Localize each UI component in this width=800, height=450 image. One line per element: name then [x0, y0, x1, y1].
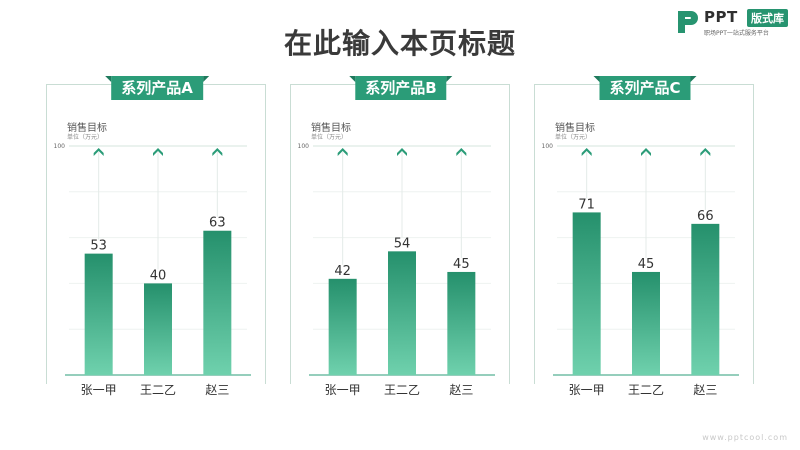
chevron-up-icon — [337, 148, 348, 156]
x-tick-label: 赵三 — [205, 383, 229, 397]
y-axis-label: 销售目标 — [67, 123, 107, 134]
x-tick-label: 赵三 — [693, 383, 717, 397]
bar-chart-b: 100 42 张一甲 54 王二乙 45 赵三 — [298, 143, 495, 397]
logo-subtitle: 职场PPT一站式服务平台 — [704, 30, 769, 37]
bar-chart-a: 100 53 张一甲 40 王二乙 63 赵三 — [54, 143, 251, 397]
y-tick-label: 100 — [54, 143, 66, 150]
bar-value-label: 42 — [334, 264, 351, 279]
y-axis-unit: 单位（万元） — [311, 134, 348, 141]
bar-value-label: 53 — [90, 239, 107, 254]
logo-tag: 版式库 — [747, 9, 788, 27]
x-tick-label: 张一甲 — [81, 383, 117, 397]
bar-chart-c: 100 71 张一甲 45 王二乙 66 赵三 — [542, 143, 739, 397]
panel-title: 系列产品A — [105, 76, 209, 100]
chevron-up-icon — [700, 148, 711, 156]
panel-title: 系列产品B — [349, 76, 454, 100]
bar-value-label: 45 — [453, 257, 470, 272]
bar-value-label: 45 — [638, 257, 655, 272]
y-tick-label: 100 — [298, 143, 310, 150]
chart-panel-c: 系列产品C 销售目标 单位（万元） 100 71 张一甲 45 王二乙 66 赵三 — [534, 76, 754, 397]
y-axis-unit: 单位（万元） — [555, 134, 592, 141]
x-tick-label: 王二乙 — [384, 383, 420, 397]
logo-p-icon — [678, 11, 698, 33]
bar-value-label: 54 — [394, 236, 411, 251]
chevron-up-icon — [153, 148, 163, 156]
x-tick-label: 张一甲 — [325, 383, 361, 397]
chevron-up-icon — [397, 148, 407, 156]
chevron-up-icon — [581, 148, 592, 156]
chart-panel-a: 系列产品A 销售目标 单位（万元） 100 53 张一甲 40 王二乙 63 赵三 — [46, 76, 266, 397]
brand-logo: PPT 版式库 职场PPT一站式服务平台 — [676, 8, 794, 38]
bar-value-label: 63 — [209, 216, 226, 231]
bar — [447, 271, 476, 375]
chevron-up-icon — [641, 148, 651, 156]
watermark: www.pptcool.com — [702, 433, 788, 442]
bar — [328, 278, 357, 375]
x-tick-label: 赵三 — [449, 383, 473, 397]
logo-brand: PPT — [704, 8, 738, 26]
bar-value-label: 40 — [150, 268, 167, 283]
bar — [388, 251, 416, 375]
bar — [572, 212, 601, 375]
page-title: 在此输入本页标题 — [283, 27, 516, 60]
bar — [84, 253, 113, 375]
x-tick-label: 王二乙 — [140, 383, 176, 397]
y-tick-label: 100 — [542, 143, 554, 150]
y-axis-unit: 单位（万元） — [67, 134, 104, 141]
panel-title: 系列产品C — [593, 76, 697, 100]
y-axis-label: 销售目标 — [555, 123, 595, 134]
bar — [632, 271, 660, 375]
bar — [691, 223, 720, 375]
bar — [144, 283, 172, 375]
chevron-up-icon — [212, 148, 223, 156]
y-axis-label: 销售目标 — [311, 123, 351, 134]
bar — [203, 230, 232, 375]
chart-panel-b: 系列产品B 销售目标 单位（万元） 100 42 张一甲 54 王二乙 45 赵三 — [290, 76, 510, 397]
x-tick-label: 张一甲 — [569, 383, 605, 397]
chevron-up-icon — [93, 148, 104, 156]
chevron-up-icon — [456, 148, 467, 156]
bar-value-label: 66 — [697, 209, 714, 224]
x-tick-label: 王二乙 — [628, 383, 664, 397]
bar-value-label: 71 — [578, 197, 595, 212]
